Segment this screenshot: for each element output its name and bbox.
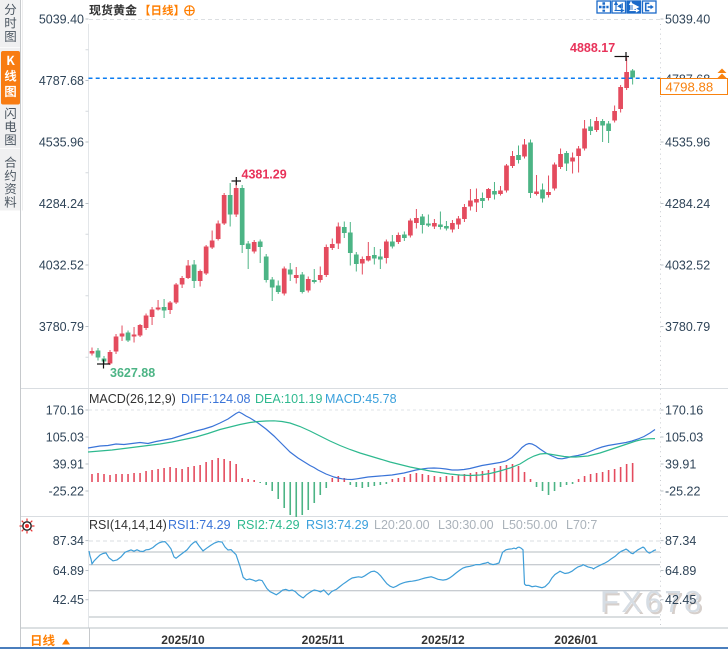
svg-text:170.16: 170.16 [665,403,703,417]
svg-text:4787.68: 4787.68 [39,74,84,88]
svg-text:RSI1:74.29: RSI1:74.29 [168,518,231,532]
svg-text:L30:30.00: L30:30.00 [438,518,494,532]
svg-text:4535.96: 4535.96 [665,135,710,149]
svg-text:105.03: 105.03 [46,430,84,444]
svg-text:4284.24: 4284.24 [39,197,84,211]
svg-text:4535.96: 4535.96 [39,135,84,149]
svg-text:-25.22: -25.22 [665,484,700,498]
svg-text:42.45: 42.45 [53,593,84,607]
svg-text:39.91: 39.91 [53,457,84,471]
svg-text:4284.24: 4284.24 [665,197,710,211]
svg-text:4032.52: 4032.52 [665,258,710,272]
svg-text:RSI3:74.29: RSI3:74.29 [306,518,369,532]
svg-text:L50:50.00: L50:50.00 [502,518,558,532]
svg-text:4381.29: 4381.29 [242,168,287,182]
svg-text:5039.40: 5039.40 [39,12,84,26]
svg-text:FX678: FX678 [602,586,706,621]
svg-text:-25.22: -25.22 [49,484,84,498]
svg-text:FX678: FX678 [600,584,704,619]
svg-text:2025/10: 2025/10 [161,633,205,647]
svg-text:5039.40: 5039.40 [665,12,710,26]
svg-text:DEA:101.19: DEA:101.19 [255,392,322,406]
svg-text:4032.52: 4032.52 [39,258,84,272]
svg-text:DIFF:124.08: DIFF:124.08 [181,392,251,406]
svg-text:105.03: 105.03 [665,430,703,444]
svg-text:MACD(26,12,9): MACD(26,12,9) [89,392,176,406]
svg-text:87.34: 87.34 [53,534,84,548]
svg-text:3780.79: 3780.79 [665,320,710,334]
svg-text:64.89: 64.89 [665,564,696,578]
svg-text:42.45: 42.45 [665,593,696,607]
svg-text:L20:20.00: L20:20.00 [374,518,430,532]
svg-text:3780.79: 3780.79 [39,320,84,334]
svg-text:2025/12: 2025/12 [421,633,465,647]
svg-text:2026/01: 2026/01 [554,633,598,647]
svg-text:RSI(14,14,14): RSI(14,14,14) [89,518,167,532]
svg-text:RSI2:74.29: RSI2:74.29 [237,518,300,532]
svg-text:2025/11: 2025/11 [302,633,345,647]
svg-text:MACD:45.78: MACD:45.78 [325,392,397,406]
svg-text:3627.88: 3627.88 [110,366,155,380]
svg-text:L70:7: L70:7 [566,518,597,532]
svg-text:87.34: 87.34 [665,534,696,548]
svg-text:64.89: 64.89 [53,564,84,578]
svg-text:170.16: 170.16 [46,403,84,417]
svg-text:4798.88: 4798.88 [666,80,714,95]
svg-text:4888.17: 4888.17 [570,41,615,55]
svg-text:39.91: 39.91 [665,457,696,471]
